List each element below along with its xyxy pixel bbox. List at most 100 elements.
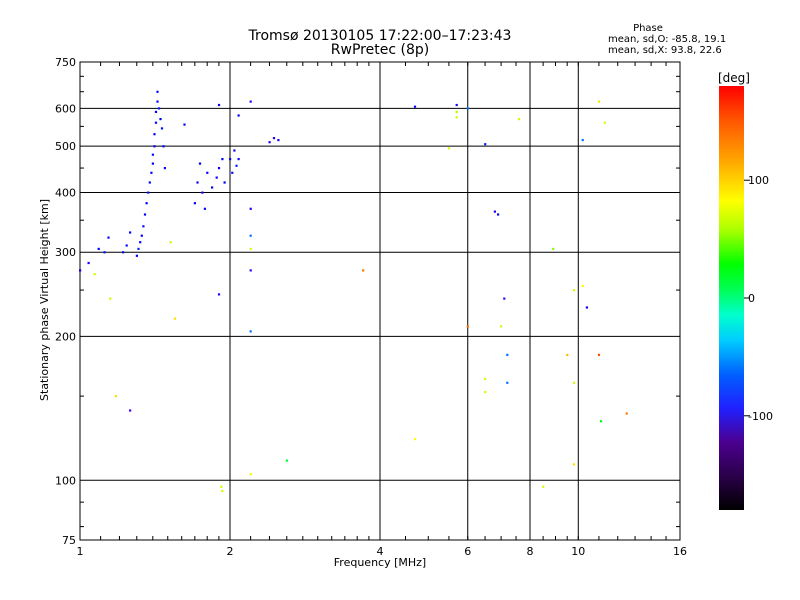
- colorbar-label: [deg]: [718, 71, 750, 85]
- plot-area: 1 2 4 6 8 10 16 75 100 200 300 400 500 600 750: [55, 56, 687, 558]
- colorbar-gradient: [719, 86, 744, 510]
- data-point: [217, 167, 221, 170]
- data-point: [162, 145, 165, 148]
- data-point: [500, 325, 503, 328]
- data-point: [221, 158, 224, 161]
- data-point: [137, 247, 140, 250]
- data-point: [581, 285, 584, 288]
- data-point: [203, 207, 206, 210]
- data-point: [206, 171, 209, 174]
- colorbar-tick-label: -100: [748, 410, 773, 423]
- data-point: [97, 247, 100, 250]
- data-point: [173, 317, 176, 320]
- x-tick-label: 6: [464, 545, 471, 558]
- colorbar-tick-label: 100: [748, 174, 769, 187]
- data-point: [169, 241, 172, 244]
- data-point: [497, 213, 500, 216]
- x-tick-label: 8: [527, 545, 534, 558]
- data-point: [148, 181, 151, 184]
- data-point: [198, 162, 202, 165]
- colorbar-tick-label: 0: [748, 292, 755, 305]
- x-tick-label: 2: [227, 545, 234, 558]
- data-point: [268, 141, 271, 144]
- data-point: [233, 149, 236, 152]
- x-tick-label: 10: [571, 545, 585, 558]
- data-point: [139, 241, 142, 244]
- data-point: [566, 353, 569, 356]
- data-point: [506, 381, 509, 384]
- data-point: [597, 353, 601, 356]
- data-point: [163, 167, 166, 170]
- data-point: [223, 181, 226, 184]
- stats-line-x: mean, sd,X: 93.8, 22.6: [608, 45, 722, 56]
- chart-subtitle: RwPretec (8p): [331, 42, 429, 58]
- data-point: [201, 191, 204, 194]
- data-point: [249, 269, 252, 272]
- data-point: [79, 269, 82, 272]
- data-point: [455, 110, 458, 113]
- data-point: [196, 181, 199, 184]
- y-tick-label: 300: [55, 246, 76, 259]
- data-point: [231, 171, 234, 174]
- data-point: [142, 225, 145, 228]
- data-point: [572, 289, 576, 292]
- data-point: [156, 100, 159, 103]
- data-point: [413, 438, 417, 441]
- data-point: [87, 261, 90, 265]
- data-point: [237, 114, 240, 117]
- data-point: [122, 251, 125, 254]
- data-point: [237, 158, 240, 161]
- data-point: [603, 121, 606, 124]
- stats-line-o: mean, sd,O: -85.8, 19.1: [608, 34, 726, 45]
- data-point: [249, 247, 252, 250]
- data-point: [143, 213, 147, 216]
- chart-title: Tromsø 20130105 17:22:00–17:23:43: [248, 28, 512, 44]
- data-point: [217, 103, 221, 107]
- data-point: [466, 107, 469, 110]
- data-point: [154, 110, 158, 113]
- data-point: [193, 202, 196, 205]
- colorbar: [deg] 100 0 -100: [718, 71, 773, 510]
- y-tick-label: 750: [55, 56, 76, 69]
- data-point: [249, 207, 252, 210]
- y-tick-label: 500: [55, 140, 76, 153]
- data-point: [285, 459, 288, 462]
- data-point: [215, 176, 218, 179]
- data-point: [625, 412, 628, 415]
- y-tick-label: 75: [62, 534, 76, 547]
- data-point: [597, 100, 601, 103]
- data-point: [413, 105, 417, 108]
- data-point: [362, 269, 365, 272]
- stats-heading: Phase: [633, 23, 663, 34]
- data-point: [272, 137, 276, 140]
- data-point: [235, 164, 238, 167]
- data-point: [109, 297, 112, 300]
- y-tick-label: 400: [55, 186, 76, 199]
- data-point: [217, 293, 221, 296]
- x-tick-label: 4: [377, 545, 384, 558]
- data-point: [506, 353, 509, 356]
- data-point: [484, 143, 487, 146]
- data-point: [249, 234, 252, 237]
- data-point: [572, 463, 576, 466]
- data-point: [183, 123, 186, 126]
- data-point: [221, 489, 224, 493]
- data-point: [503, 297, 506, 300]
- data-point: [160, 127, 164, 130]
- data-point: [249, 473, 252, 476]
- data-point: [135, 254, 138, 257]
- data-point: [107, 236, 110, 239]
- data-point: [447, 147, 451, 150]
- data-point: [277, 139, 280, 142]
- data-point: [552, 247, 555, 250]
- data-point: [229, 158, 232, 161]
- y-tick-label: 200: [55, 330, 76, 343]
- data-point: [145, 202, 148, 205]
- data-point: [103, 251, 106, 254]
- x-tick-label: 1: [77, 545, 84, 558]
- data-point: [220, 485, 223, 488]
- data-point: [599, 420, 603, 423]
- data-point: [484, 391, 487, 394]
- data-point: [150, 171, 153, 174]
